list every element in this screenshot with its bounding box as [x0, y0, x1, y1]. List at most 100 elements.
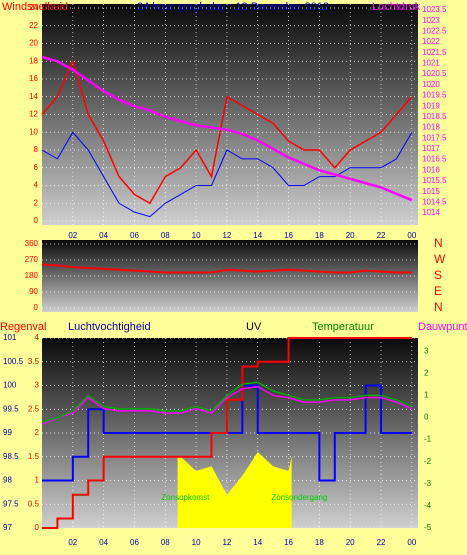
x-tick-label: 16: [284, 231, 293, 240]
annotation: Zonsondergang: [271, 493, 327, 502]
panel-label: Luchtdruk: [372, 1, 421, 13]
y-tick-label: 6: [34, 163, 39, 172]
y-tick-label: 12: [29, 110, 38, 119]
y-tick-label: 14: [29, 92, 38, 101]
y2-tick-label: 1014.5: [422, 197, 447, 206]
y-tick-label: 270: [25, 255, 39, 264]
x-tick-label: 18: [315, 538, 324, 547]
annotation: Zonsopkomst: [161, 493, 210, 502]
y2-tick-label: 1023.5: [422, 5, 447, 14]
x-tick-label: 08: [161, 231, 170, 240]
y-tick-label: 100: [3, 381, 17, 390]
x-tick-label: 16: [284, 538, 293, 547]
y3-tick-label: -2: [424, 457, 432, 466]
y2-tick-label: 1014: [422, 208, 440, 217]
y2-tick-label: 1021.5: [422, 48, 447, 57]
y3-tick-label: 3: [424, 346, 429, 355]
y2-tick-label: 4: [35, 333, 40, 342]
y-tick-label: 18: [29, 56, 38, 65]
y-tick-label: 10: [29, 127, 38, 136]
y-tick-label: 100.5: [3, 357, 24, 366]
x-tick-label: 22: [377, 538, 386, 547]
y2-tick-label: 1015: [422, 187, 440, 196]
series-line: [42, 384, 412, 482]
y2-tick-label: W: [434, 252, 446, 266]
series-line: [41, 55, 413, 202]
y-tick-label: 180: [25, 271, 39, 280]
x-tick-label: 04: [99, 231, 108, 240]
y3-tick-label: -5: [424, 523, 432, 532]
y-tick-label: 4: [34, 181, 39, 190]
x-tick-label: 12: [222, 231, 231, 240]
y2-tick-label: E: [434, 284, 442, 298]
panel-label: Dauwpunt: [418, 321, 467, 333]
x-tick-label: 00: [407, 231, 416, 240]
series-line: [41, 263, 412, 274]
series-line: [41, 381, 413, 423]
x-tick-label: 10: [192, 231, 201, 240]
x-tick-label: 10: [192, 538, 201, 547]
y-tick-label: 97: [3, 523, 12, 532]
y2-tick-label: 2: [35, 428, 40, 437]
y2-tick-label: 1: [35, 476, 40, 485]
y-tick-label: 101: [3, 333, 17, 342]
y2-tick-label: 3.5: [28, 357, 40, 366]
y2-tick-label: 1019: [422, 101, 440, 110]
y2-tick-label: 2.5: [28, 404, 40, 413]
y2-tick-label: 1023: [422, 16, 440, 25]
x-tick-label: 06: [130, 231, 139, 240]
y-tick-label: 98: [3, 476, 12, 485]
y3-tick-label: 2: [424, 368, 429, 377]
y2-tick-label: N: [434, 300, 443, 314]
y2-tick-label: 1020: [422, 80, 440, 89]
y3-tick-label: -1: [424, 435, 432, 444]
y2-tick-label: 1019.5: [422, 91, 447, 100]
x-tick-label: 14: [253, 231, 262, 240]
y2-tick-label: 3: [35, 381, 40, 390]
panel-label: UV: [246, 321, 262, 333]
y3-tick-label: -3: [424, 479, 432, 488]
y-tick-label: 16: [29, 74, 38, 83]
panel-label: Luchtvochtigheid: [68, 321, 151, 333]
y-tick-label: 97.5: [3, 499, 19, 508]
series-line: [41, 385, 413, 425]
y2-tick-label: S: [434, 268, 442, 282]
x-tick-label: 22: [377, 231, 386, 240]
series-line: [41, 59, 413, 205]
y3-tick-label: 0: [424, 413, 429, 422]
y2-tick-label: 1016.5: [422, 155, 447, 164]
x-tick-label: 14: [253, 538, 262, 547]
y-tick-label: 0: [34, 216, 39, 225]
y-tick-label: 8: [34, 145, 39, 154]
uv-area: [177, 452, 292, 528]
y2-tick-label: N: [434, 236, 443, 250]
y2-tick-label: 1020.5: [422, 69, 447, 78]
y2-tick-label: 1021: [422, 59, 440, 68]
y3-tick-label: 1: [424, 391, 429, 400]
x-tick-label: 00: [407, 538, 416, 547]
y-tick-label: 90: [29, 287, 38, 296]
y-tick-label: 99: [3, 428, 12, 437]
y2-tick-label: 1022: [422, 37, 440, 46]
y2-tick-label: 1022.5: [422, 26, 447, 35]
panel-label: Windsnelheid: [2, 1, 68, 13]
x-tick-label: 18: [315, 231, 324, 240]
y3-tick-label: -4: [424, 501, 432, 510]
y2-tick-label: 1.5: [28, 452, 40, 461]
chart-title: 24 hour graph day : 12 December 2012: [137, 1, 329, 13]
x-tick-label: 08: [161, 538, 170, 547]
panel-label: Regenval: [0, 321, 46, 333]
panel-label: Temperatuur: [312, 321, 374, 333]
x-tick-label: 04: [99, 538, 108, 547]
series-line: [41, 131, 413, 218]
y-tick-label: 24: [29, 3, 38, 12]
y2-tick-label: 1017.5: [422, 133, 447, 142]
x-tick-label: 20: [346, 538, 355, 547]
y2-tick-label: 1017: [422, 144, 440, 153]
y2-tick-label: 1018: [422, 123, 440, 132]
y-tick-label: 99.5: [3, 404, 19, 413]
x-tick-label: 12: [222, 538, 231, 547]
x-tick-label: 02: [68, 231, 77, 240]
x-tick-label: 20: [346, 231, 355, 240]
